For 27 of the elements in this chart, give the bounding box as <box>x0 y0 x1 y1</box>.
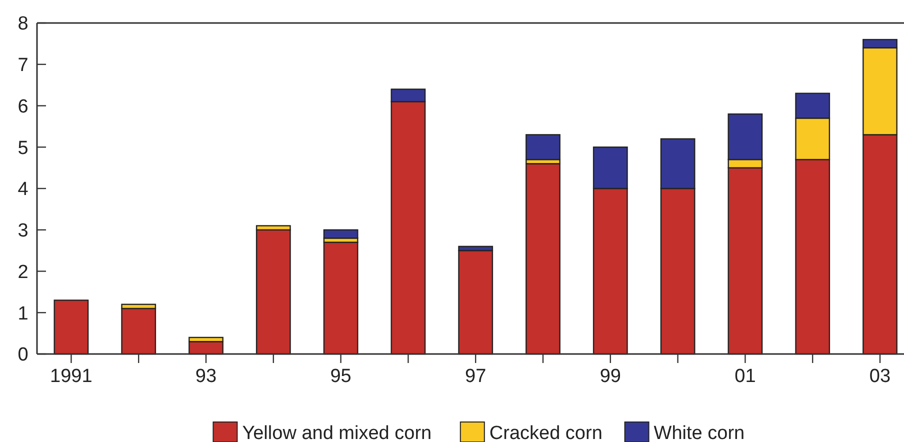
y-tick-label: 8 <box>18 14 28 35</box>
x-tick-label: 95 <box>330 366 352 387</box>
x-tick-label: 99 <box>600 366 621 387</box>
y-tick-label: 0 <box>18 344 28 366</box>
y-tick-label: 2 <box>18 262 28 283</box>
y-tick-label: 3 <box>18 220 28 242</box>
bar <box>256 229 291 355</box>
bar <box>526 163 560 355</box>
y-tick-label: 1 <box>18 303 28 324</box>
legend-label: White corn <box>654 423 745 442</box>
y-tick-label: 6 <box>18 96 28 118</box>
bar <box>121 308 156 355</box>
legend-label: Yellow and mixed corn <box>242 423 432 442</box>
y-tick-label: 5 <box>18 138 28 159</box>
y-tick-label: 7 <box>18 55 28 76</box>
y-tick-label: 4 <box>18 179 29 200</box>
bar <box>323 229 358 239</box>
x-tick-label: 93 <box>195 366 217 387</box>
bar <box>458 250 494 355</box>
bar <box>526 134 560 160</box>
x-tick-label: 97 <box>465 366 486 387</box>
x-tick-label: 03 <box>869 366 891 387</box>
bar <box>54 300 89 355</box>
bar <box>323 242 358 355</box>
legend-label: Cracked corn <box>489 423 602 442</box>
x-tick-label: 01 <box>734 366 756 387</box>
x-tick-label: 1991 <box>50 366 92 387</box>
